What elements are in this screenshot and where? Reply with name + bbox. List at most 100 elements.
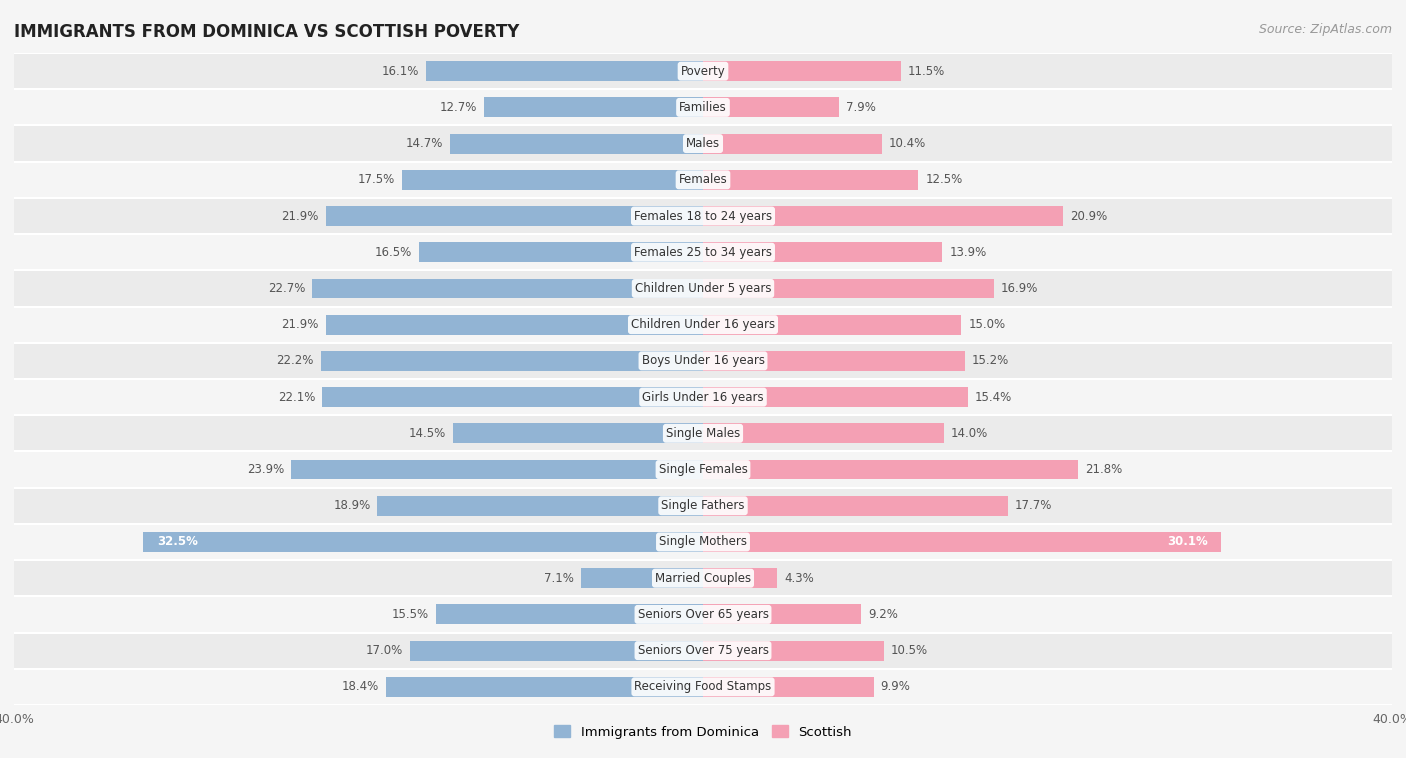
Bar xyxy=(14,524,1392,560)
Bar xyxy=(14,126,1392,161)
Bar xyxy=(14,271,1392,306)
Bar xyxy=(484,98,703,117)
Bar xyxy=(703,641,884,660)
Bar xyxy=(703,387,969,407)
Text: 17.7%: 17.7% xyxy=(1015,500,1052,512)
Bar xyxy=(14,198,1392,234)
Bar xyxy=(14,669,1392,705)
Bar xyxy=(14,632,1392,669)
Text: 15.5%: 15.5% xyxy=(392,608,429,621)
Bar xyxy=(703,677,873,697)
Text: Married Couples: Married Couples xyxy=(655,572,751,584)
Text: Children Under 16 years: Children Under 16 years xyxy=(631,318,775,331)
Text: Single Females: Single Females xyxy=(658,463,748,476)
Bar xyxy=(14,415,1392,452)
Text: 10.5%: 10.5% xyxy=(891,644,928,657)
Bar xyxy=(387,677,703,697)
Text: 7.9%: 7.9% xyxy=(846,101,876,114)
Text: Source: ZipAtlas.com: Source: ZipAtlas.com xyxy=(1258,23,1392,36)
Bar xyxy=(703,170,918,190)
Text: 22.7%: 22.7% xyxy=(267,282,305,295)
Bar xyxy=(703,496,1008,515)
Bar xyxy=(703,568,778,588)
Bar xyxy=(703,98,839,117)
Bar xyxy=(411,641,703,660)
Text: 22.2%: 22.2% xyxy=(277,355,314,368)
Text: 12.5%: 12.5% xyxy=(925,174,963,186)
Text: 15.4%: 15.4% xyxy=(976,390,1012,403)
Text: 21.9%: 21.9% xyxy=(281,209,319,223)
Bar xyxy=(419,243,703,262)
Bar xyxy=(703,459,1078,480)
Text: 30.1%: 30.1% xyxy=(1167,535,1208,549)
Bar xyxy=(453,424,703,443)
Bar xyxy=(14,452,1392,487)
Text: Females: Females xyxy=(679,174,727,186)
Text: Boys Under 16 years: Boys Under 16 years xyxy=(641,355,765,368)
Bar xyxy=(14,89,1392,126)
Text: 13.9%: 13.9% xyxy=(949,246,987,258)
Text: 9.2%: 9.2% xyxy=(869,608,898,621)
Bar xyxy=(326,206,703,226)
Bar xyxy=(703,424,945,443)
Bar xyxy=(703,206,1063,226)
Text: 7.1%: 7.1% xyxy=(544,572,574,584)
Text: 17.5%: 17.5% xyxy=(357,174,395,186)
Text: Children Under 5 years: Children Under 5 years xyxy=(634,282,772,295)
Text: Girls Under 16 years: Girls Under 16 years xyxy=(643,390,763,403)
Bar xyxy=(14,560,1392,597)
Bar xyxy=(326,315,703,334)
Bar xyxy=(14,306,1392,343)
Text: 15.0%: 15.0% xyxy=(969,318,1005,331)
Bar xyxy=(312,278,703,299)
Text: 18.9%: 18.9% xyxy=(333,500,371,512)
Bar xyxy=(703,532,1222,552)
Bar xyxy=(703,351,965,371)
Text: Receiving Food Stamps: Receiving Food Stamps xyxy=(634,681,772,694)
Bar xyxy=(14,234,1392,271)
Text: Males: Males xyxy=(686,137,720,150)
Text: 15.2%: 15.2% xyxy=(972,355,1010,368)
Text: Single Mothers: Single Mothers xyxy=(659,535,747,549)
Bar xyxy=(322,387,703,407)
Bar xyxy=(703,61,901,81)
Text: 14.7%: 14.7% xyxy=(405,137,443,150)
Text: 12.7%: 12.7% xyxy=(440,101,478,114)
Text: 18.4%: 18.4% xyxy=(342,681,380,694)
Text: 22.1%: 22.1% xyxy=(278,390,315,403)
Bar xyxy=(14,161,1392,198)
Text: 16.5%: 16.5% xyxy=(374,246,412,258)
Bar xyxy=(14,53,1392,89)
Bar xyxy=(402,170,703,190)
Text: Single Males: Single Males xyxy=(666,427,740,440)
Bar xyxy=(703,243,942,262)
Bar xyxy=(143,532,703,552)
Legend: Immigrants from Dominica, Scottish: Immigrants from Dominica, Scottish xyxy=(548,720,858,744)
Text: Females 25 to 34 years: Females 25 to 34 years xyxy=(634,246,772,258)
Bar xyxy=(703,278,994,299)
Bar xyxy=(703,315,962,334)
Bar xyxy=(426,61,703,81)
Text: 23.9%: 23.9% xyxy=(247,463,284,476)
Text: 16.9%: 16.9% xyxy=(1001,282,1039,295)
Text: Single Fathers: Single Fathers xyxy=(661,500,745,512)
Bar xyxy=(14,343,1392,379)
Text: 14.5%: 14.5% xyxy=(409,427,446,440)
Bar xyxy=(14,379,1392,415)
Bar xyxy=(703,604,862,625)
Text: 10.4%: 10.4% xyxy=(889,137,927,150)
Text: 20.9%: 20.9% xyxy=(1070,209,1107,223)
Text: Families: Families xyxy=(679,101,727,114)
Text: 32.5%: 32.5% xyxy=(157,535,198,549)
Bar xyxy=(14,487,1392,524)
Bar xyxy=(291,459,703,480)
Bar xyxy=(377,496,703,515)
Text: 21.8%: 21.8% xyxy=(1085,463,1122,476)
Text: 17.0%: 17.0% xyxy=(366,644,404,657)
Text: 21.9%: 21.9% xyxy=(281,318,319,331)
Bar xyxy=(14,597,1392,632)
Bar xyxy=(581,568,703,588)
Text: Seniors Over 75 years: Seniors Over 75 years xyxy=(637,644,769,657)
Text: Poverty: Poverty xyxy=(681,64,725,77)
Bar xyxy=(321,351,703,371)
